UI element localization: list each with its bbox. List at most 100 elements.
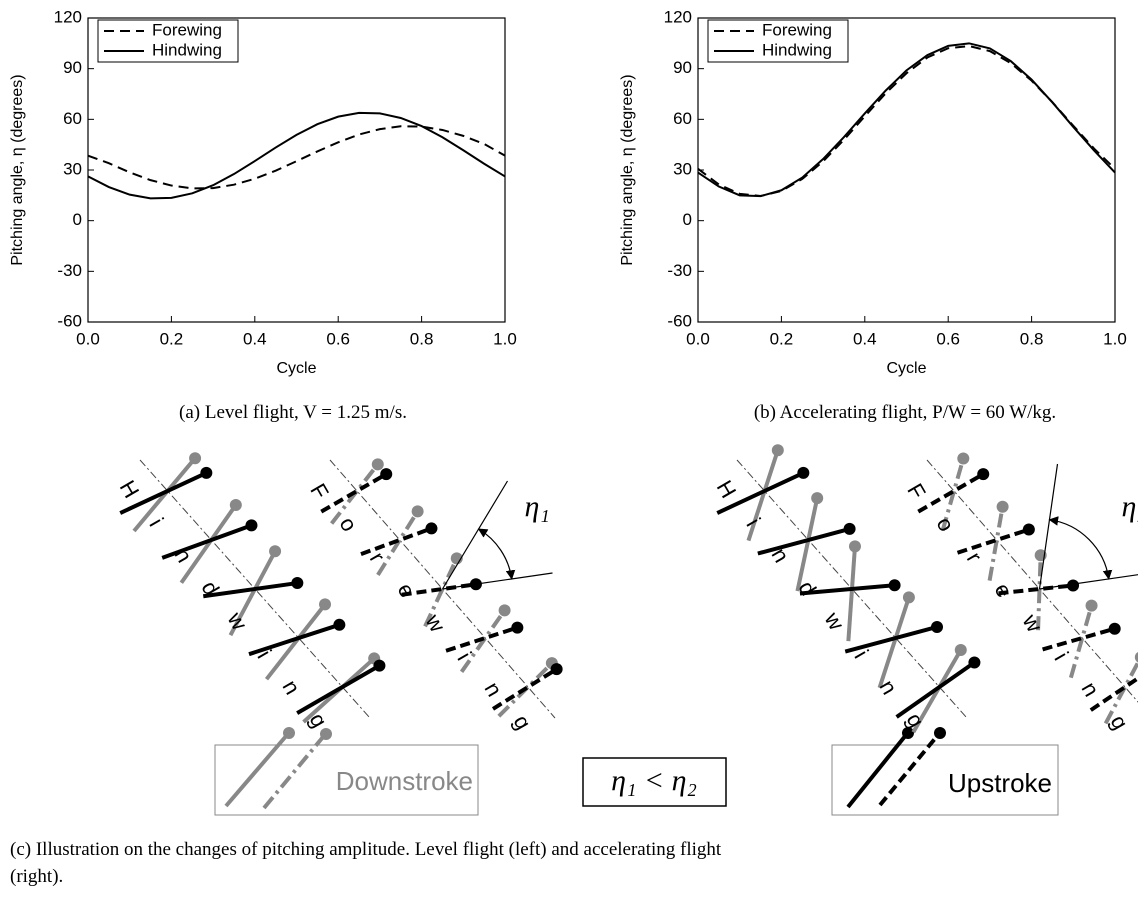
x-tick-label: 0.4	[853, 329, 877, 348]
wing-letter: n	[1077, 678, 1105, 701]
y-tick-label: -30	[57, 261, 82, 280]
wing-letter: H	[712, 476, 742, 502]
wing	[360, 526, 433, 556]
wing-letter: w	[420, 609, 450, 636]
legend-box	[97, 19, 239, 63]
y-tick-label: -60	[57, 311, 82, 330]
wing-letter: w	[1017, 609, 1047, 636]
wing	[746, 449, 780, 542]
wing	[757, 526, 851, 556]
x-tick-label: 0.4	[243, 329, 267, 348]
x-tick-label: 0.6	[936, 329, 960, 348]
angle-arc	[1048, 516, 1113, 580]
series-line	[697, 42, 1116, 198]
wing-tip	[957, 452, 970, 465]
y-tick-label: 120	[54, 7, 82, 26]
legend-label: Forewing	[152, 20, 222, 39]
wing	[132, 456, 197, 533]
y-tick-label: 60	[63, 109, 82, 128]
icon	[262, 735, 325, 810]
wing-letter: i	[1049, 648, 1073, 665]
reference-line	[442, 572, 553, 590]
y-tick-label: 0	[683, 210, 692, 229]
y-axis-label: Pitching angle, η (degrees)	[9, 74, 26, 265]
wing	[987, 506, 1005, 581]
wing-tip	[411, 505, 424, 518]
icon	[320, 728, 332, 740]
wing	[491, 667, 558, 711]
plot-frame	[697, 17, 1116, 323]
wing-letter: g	[305, 709, 333, 732]
wing-tip	[269, 545, 282, 558]
wing-tip	[425, 522, 438, 535]
wing	[956, 527, 1030, 555]
wing-letter: w	[222, 607, 252, 634]
icon	[902, 727, 914, 739]
wing-letter: o	[932, 513, 960, 536]
x-axis-label: Cycle	[886, 360, 926, 377]
caption-c: (c) Illustration on the changes of pitch…	[10, 839, 722, 860]
angle-arc	[477, 528, 516, 580]
series-line	[697, 45, 1116, 198]
y-tick-label: -60	[667, 311, 692, 330]
chart: -60 -30 0 30 60 90 120 0.0 0.2 0.4 0.6 0.8 1.0 Cycle P…	[619, 7, 1127, 377]
wing	[911, 649, 963, 734]
wing	[877, 596, 911, 689]
wing-tip	[291, 577, 304, 590]
wing-tip	[1085, 599, 1098, 612]
wing-tip	[1022, 523, 1035, 536]
wing	[895, 660, 976, 719]
wing-tip	[1067, 579, 1080, 592]
y-tick-label: 90	[63, 58, 82, 77]
wing-tip	[843, 522, 856, 535]
wing-tip	[954, 644, 967, 657]
wing-tip	[797, 466, 810, 479]
wing-letter: n	[480, 678, 508, 701]
wing	[376, 510, 420, 577]
wing-tip	[373, 659, 386, 672]
wing-tip	[319, 598, 332, 611]
wing-letter: F	[305, 479, 333, 503]
legend-label: Hindwing	[152, 40, 222, 59]
wing-tip	[1108, 622, 1121, 635]
wing	[795, 497, 820, 592]
wing-letter: F	[902, 479, 930, 503]
y-tick-label: 120	[664, 7, 692, 26]
wing	[228, 550, 277, 637]
wing-tip	[229, 498, 242, 511]
x-tick-label: 0.0	[76, 329, 100, 348]
plot-frame	[87, 17, 506, 323]
x-tick-label: 0.0	[686, 329, 710, 348]
wing-tip	[848, 540, 861, 553]
wing	[998, 583, 1074, 596]
wing	[844, 625, 938, 654]
wing-letter: e	[393, 579, 421, 602]
wing-tip	[968, 656, 981, 669]
wing-letter: n	[875, 676, 903, 699]
wing-tip	[200, 466, 213, 479]
wing-letter: n	[767, 544, 795, 567]
wing	[423, 557, 459, 628]
wing-tip	[189, 452, 202, 465]
reference-line	[441, 480, 509, 590]
y-axis-label: Pitching angle, η (degrees)	[619, 74, 636, 265]
angle-label: η₂	[1122, 490, 1138, 523]
icon	[878, 733, 940, 807]
x-tick-label: 1.0	[493, 329, 517, 348]
y-tick-label: 60	[673, 109, 692, 128]
series-line	[87, 111, 506, 200]
wing-tip	[245, 519, 258, 532]
legend-box	[214, 744, 479, 816]
icon	[934, 727, 946, 739]
chart: -60 -30 0 30 60 90 120 0.0 0.2 0.4 0.6 0.8 1.0 Cycle P…	[9, 7, 517, 377]
legend-box	[707, 19, 849, 63]
wing	[119, 471, 208, 515]
wing-tip	[977, 468, 990, 481]
wing	[296, 663, 381, 715]
reference-line	[1039, 574, 1138, 590]
wing-letter: n	[278, 676, 306, 699]
wing	[917, 472, 985, 514]
wing-tip	[888, 579, 901, 592]
wing-tip	[930, 620, 943, 633]
